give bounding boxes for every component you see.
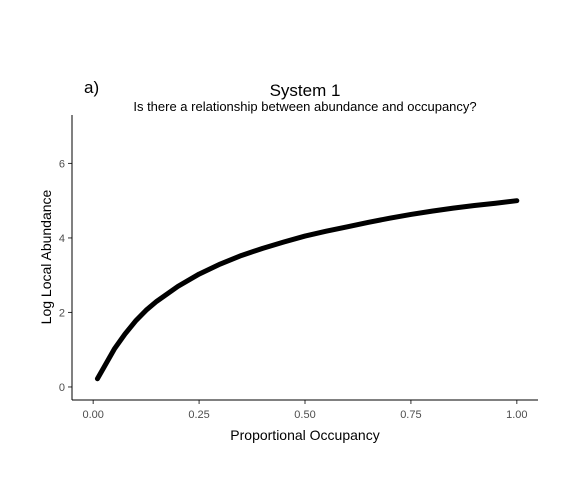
y-axis-ticks: 0 2 4 6 [59, 158, 72, 394]
x-tick-label: 0.25 [188, 409, 209, 421]
panel-tag: a) [84, 78, 99, 97]
x-tick-label: 1.00 [506, 409, 527, 421]
x-axis-title: Proportional Occupancy [230, 427, 379, 443]
y-tick-label: 0 [59, 382, 65, 394]
y-tick-label: 2 [59, 307, 65, 319]
x-tick-label: 0.00 [82, 409, 103, 421]
y-tick-label: 6 [59, 158, 65, 170]
chart-subtitle: Is there a relationship between abundanc… [133, 99, 476, 114]
x-axis-ticks: 0.00 0.25 0.50 0.75 1.00 [82, 400, 528, 421]
series-line [94, 198, 520, 382]
y-tick-label: 4 [59, 233, 65, 245]
x-tick-label: 0.75 [400, 409, 421, 421]
x-tick-label: 0.50 [294, 409, 315, 421]
y-axis-title: Log Local Abundance [38, 189, 54, 324]
series-group [94, 198, 520, 382]
chart-title: System 1 [270, 81, 341, 100]
